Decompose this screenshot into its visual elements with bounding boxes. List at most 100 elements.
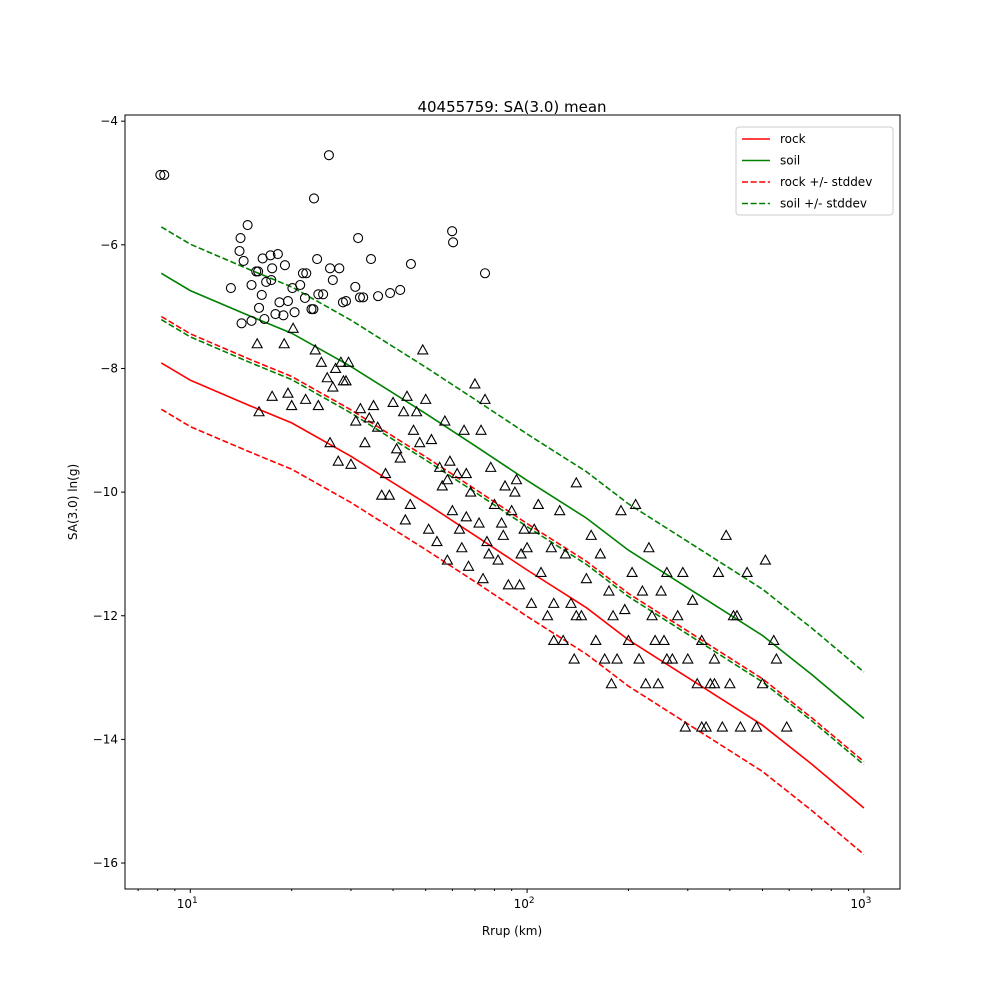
- y-tick-label: −14: [93, 732, 118, 746]
- triangle-point: [345, 458, 357, 469]
- triangle-point: [750, 720, 763, 732]
- triangle-point: [649, 634, 662, 646]
- triangle-point: [413, 436, 426, 448]
- triangle-point: [481, 535, 493, 547]
- triangle-point: [515, 547, 528, 559]
- triangle-point: [363, 411, 376, 423]
- circle-point: [350, 281, 361, 292]
- circle-point: [238, 255, 249, 266]
- triangle-point: [329, 362, 342, 374]
- circle-point: [267, 263, 278, 274]
- triangle-point: [321, 371, 334, 383]
- triangle-point: [633, 652, 645, 664]
- triangle-point: [708, 652, 721, 664]
- circle-point: [340, 296, 352, 307]
- triangle-point: [315, 356, 328, 367]
- triangle-point: [458, 424, 471, 435]
- triangle-point: [394, 451, 407, 463]
- triangle-point: [598, 652, 611, 664]
- triangle-point: [636, 584, 649, 596]
- triangle-point: [379, 467, 392, 479]
- triangle-point: [622, 634, 635, 646]
- triangle-point: [407, 424, 420, 435]
- circle-point: [289, 307, 300, 318]
- curve-soil-stddev-lower: [160, 318, 865, 766]
- circle-point: [353, 232, 364, 244]
- circle-point: [479, 268, 491, 279]
- triangle-point: [541, 609, 554, 621]
- triangle-point: [695, 634, 708, 646]
- circle-point: [358, 292, 369, 303]
- triangle-point: [505, 504, 518, 516]
- triangle-point: [278, 337, 291, 349]
- triangle-point: [510, 473, 523, 485]
- triangle-point: [419, 393, 432, 404]
- circle-point: [256, 289, 267, 300]
- triangle-point: [580, 572, 593, 584]
- circle-point: [327, 275, 338, 286]
- triangle-point: [453, 523, 466, 534]
- circle-point: [270, 309, 281, 320]
- triangle-point: [446, 504, 459, 516]
- triangle-point: [660, 652, 673, 664]
- triangle-point: [759, 553, 772, 565]
- chart-title: 40455759: SA(3.0) mean: [417, 98, 606, 116]
- circle-point: [235, 232, 246, 244]
- legend-label: rock +/- stddev: [780, 175, 872, 189]
- triangle-point: [686, 594, 699, 605]
- circle-point: [365, 253, 377, 265]
- triangle-point: [611, 652, 624, 664]
- triangle-point: [708, 677, 721, 689]
- circle-point: [234, 245, 245, 257]
- triangle-point: [508, 485, 521, 497]
- triangle-point: [720, 529, 733, 540]
- y-tick-label: −6: [100, 238, 118, 252]
- triangle-point: [660, 566, 673, 578]
- legend: rock soil rock +/- stddev soil +/- stddev: [735, 126, 894, 216]
- y-tick-label: −10: [93, 485, 118, 499]
- triangle-point: [287, 322, 300, 333]
- circle-point: [253, 266, 264, 277]
- y-tick-label: −8: [100, 361, 118, 375]
- markers: [155, 150, 793, 732]
- circle-point: [246, 315, 257, 326]
- triangle-point: [387, 396, 399, 408]
- triangle-point: [397, 405, 410, 417]
- circle-point: [261, 276, 272, 287]
- triangle-point: [441, 553, 454, 565]
- triangle-point: [502, 578, 515, 590]
- circle-point: [354, 292, 366, 303]
- circle-point: [278, 310, 289, 321]
- y-tick-label: −4: [100, 114, 118, 128]
- circle-point: [295, 279, 306, 291]
- triangle-point: [629, 498, 642, 510]
- triangle-point: [425, 433, 438, 445]
- triangle-point: [615, 504, 627, 516]
- circle-point: [266, 275, 277, 286]
- triangle-point: [679, 720, 692, 732]
- triangle-point: [497, 529, 510, 540]
- triangle-point: [770, 652, 783, 664]
- circle-point: [313, 289, 324, 300]
- triangle-point: [390, 442, 403, 454]
- triangle-point: [431, 535, 443, 547]
- triangle-point: [340, 374, 352, 386]
- circle-point: [279, 260, 290, 271]
- triangle-point: [626, 566, 639, 578]
- triangle-point: [568, 652, 581, 664]
- triangle-point: [521, 541, 534, 553]
- circle-point: [323, 150, 334, 161]
- triangle-point: [618, 603, 631, 615]
- circle-point: [385, 287, 396, 299]
- circle-point: [246, 279, 257, 291]
- circle-point: [405, 258, 416, 270]
- y-tick-label: −12: [93, 609, 118, 623]
- curves: [160, 226, 865, 856]
- triangle-point: [473, 516, 485, 528]
- legend-label: soil +/- stddev: [780, 197, 867, 211]
- circle-point: [299, 292, 310, 304]
- triangle-point: [559, 547, 572, 559]
- curve-rock-stddev: [160, 315, 865, 763]
- triangle-point: [349, 414, 362, 426]
